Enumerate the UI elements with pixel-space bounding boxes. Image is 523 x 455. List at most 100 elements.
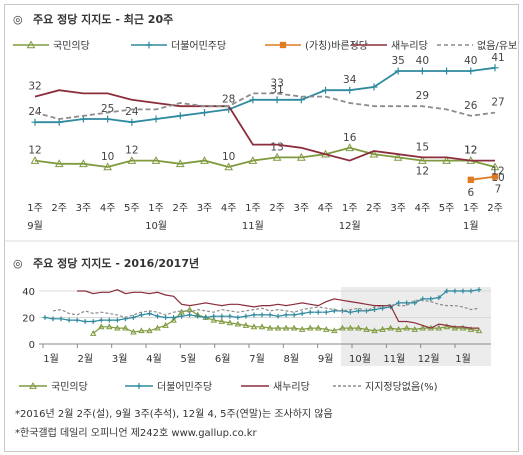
top-x-tick-label: 2주 <box>487 203 503 214</box>
top-data-point <box>30 156 40 164</box>
top-x-tick-label: 3주 <box>390 203 406 214</box>
top-legend-item: 국민의당 <box>13 40 90 52</box>
bottom-data-point <box>186 306 193 312</box>
bottom-data-point <box>396 300 402 306</box>
top-chart-legend: 국민의당 더불어민주당 (가칭)바른정당 새누리당 없음/유보(%) <box>13 39 523 52</box>
bottom-data-point <box>371 327 378 334</box>
bottom-data-point <box>58 316 64 322</box>
top-x-month-label: 1월 <box>463 220 479 232</box>
top-legend-label: (가칭)바른정당 <box>305 40 368 52</box>
top-data-point <box>491 64 499 72</box>
top-x-tick-label: 1주 <box>27 203 43 214</box>
top-series-line <box>35 66 496 124</box>
top-data-point <box>249 96 257 104</box>
top-data-label: 15 <box>416 141 429 153</box>
bottom-series <box>52 299 480 319</box>
top-data-label: 41 <box>491 52 504 64</box>
bottom-data-point <box>106 317 112 323</box>
top-data-point <box>442 156 451 164</box>
bottom-series <box>77 289 479 329</box>
top-data-label: 12 <box>125 145 138 157</box>
bottom-data-point <box>146 327 153 334</box>
top-chart-title: 주요 정당 지지도 - 최근 20주 <box>33 12 173 26</box>
top-data-label: 6 <box>467 187 474 199</box>
top-data-point <box>176 112 184 120</box>
top-x-tick-label: 1주 <box>245 203 261 214</box>
top-x-tick-label: 2주 <box>366 203 382 214</box>
bottom-data-point <box>290 324 298 331</box>
top-data-label: 32 <box>28 81 41 93</box>
bottom-data-point <box>355 324 362 331</box>
bottom-data-point <box>476 287 482 293</box>
bottom-data-point <box>419 324 426 331</box>
top-x-month-label: 12월 <box>339 220 361 232</box>
bottom-data-point <box>227 313 233 319</box>
bottom-data-point <box>259 312 265 318</box>
bottom-data-point <box>114 324 121 331</box>
top-x-tick-label: 4주 <box>100 203 116 214</box>
top-legend-item: (가칭)바른정당 <box>265 40 368 52</box>
top-data-label: 12 <box>464 145 477 157</box>
bottom-data-point <box>411 325 418 332</box>
bottom-data-point <box>211 313 217 319</box>
bottom-x-tick-label: 9월 <box>318 353 334 365</box>
top-x-tick-label: 2주 <box>172 203 188 214</box>
bottom-data-point <box>171 315 176 320</box>
top-data-point <box>296 152 306 161</box>
bottom-legend-marker <box>136 383 142 389</box>
bottom-series-line <box>92 308 480 334</box>
bottom-y-tick-label: 40 <box>22 287 35 298</box>
bottom-data-point <box>42 315 48 320</box>
bottom-y-tick-label: 20 <box>22 314 35 325</box>
top-legend-marker <box>145 41 153 49</box>
bottom-data-point <box>348 309 353 315</box>
bottom-x-tick-label: 5월 <box>181 353 197 365</box>
bottom-data-point <box>226 319 234 326</box>
bottom-data-point <box>250 323 258 330</box>
top-legend-item: 더불어민주당 <box>131 40 226 52</box>
top-data-point <box>345 143 355 152</box>
bottom-data-point <box>331 308 337 314</box>
top-x-month-label: 10월 <box>145 220 167 232</box>
top-data-label: 40 <box>464 55 477 67</box>
bottom-data-point <box>130 328 137 335</box>
bottom-data-point <box>331 327 338 334</box>
top-legend-label: 더불어민주당 <box>171 40 226 52</box>
top-data-point <box>224 162 234 171</box>
bottom-legend-item: 새누리당 <box>241 381 310 393</box>
bottom-data-point <box>380 305 385 311</box>
bottom-x-tick-label: 6월 <box>215 353 231 365</box>
bottom-data-point <box>307 309 313 315</box>
top-data-label: 25 <box>101 103 114 115</box>
bottom-data-point <box>147 311 152 316</box>
bottom-data-point <box>210 316 218 323</box>
top-x-tick-label: 3주 <box>76 203 92 214</box>
bottom-data-point <box>395 325 402 332</box>
top-x-tick-label: 4주 <box>415 203 431 214</box>
bottom-data-point <box>436 295 442 301</box>
bottom-data-point <box>306 324 314 331</box>
bottom-legend-label: 새누리당 <box>273 381 310 393</box>
bottom-data-point <box>347 324 354 331</box>
bottom-x-tick-label: 7월 <box>249 353 265 365</box>
bottom-x-tick-label: 4월 <box>146 353 162 365</box>
top-data-point <box>54 159 64 168</box>
top-x-tick-label: 5주 <box>439 203 455 214</box>
bottom-data-point <box>89 329 97 336</box>
bottom-data-point <box>460 288 466 294</box>
bottom-data-point <box>428 296 434 302</box>
bottom-data-point <box>154 324 161 331</box>
bottom-x-tick-label: 2월 <box>78 353 94 365</box>
top-data-label: 10 <box>222 151 235 163</box>
bottom-data-point <box>315 309 321 315</box>
top-data-point <box>322 86 330 94</box>
bottom-data-point <box>114 317 120 323</box>
top-data-point <box>31 118 39 126</box>
bottom-data-point <box>266 324 274 331</box>
bottom-x-tick-label: 1월 <box>455 353 471 365</box>
bottom-data-point <box>258 323 266 330</box>
top-data-point <box>346 86 354 94</box>
bottom-data-point <box>139 312 144 318</box>
top-data-label: 12 <box>28 145 41 157</box>
